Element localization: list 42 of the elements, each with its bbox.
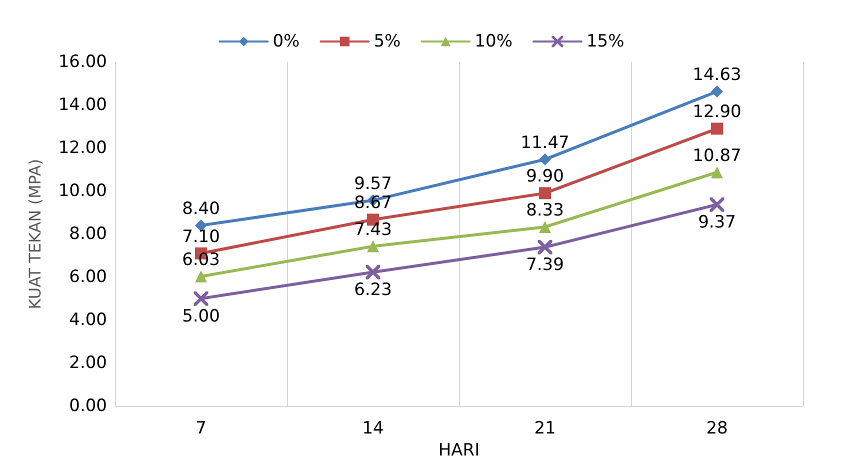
- x-tick-label: 21: [534, 418, 556, 439]
- data-label: 12.90: [692, 102, 742, 122]
- data-label: 5.00: [182, 306, 220, 326]
- data-label: 6.23: [354, 280, 392, 300]
- y-tick-label: 8.00: [69, 224, 107, 244]
- data-label: 14.63: [692, 64, 742, 85]
- y-tick-label: 6.00: [69, 267, 107, 288]
- point: [195, 270, 207, 282]
- point: [711, 166, 723, 178]
- point: [539, 187, 551, 200]
- legend-label: 0%: [272, 32, 300, 52]
- data-label: 9.57: [354, 174, 392, 194]
- data-label: 7.39: [526, 254, 564, 275]
- legend-label: 15%: [586, 32, 624, 52]
- point: [711, 85, 723, 98]
- x-tick-label: 7: [196, 418, 206, 439]
- y-tick-label: 4.00: [69, 310, 107, 330]
- x-tick-label: 14: [362, 418, 384, 439]
- data-label: 7.43: [354, 220, 392, 240]
- y-tick-label: 0.00: [69, 396, 107, 416]
- y-tick-label: 16.00: [58, 52, 107, 72]
- data-label: 6.03: [182, 250, 220, 270]
- data-label: 8.33: [526, 200, 564, 220]
- data-label: 11.47: [520, 132, 570, 153]
- y-tick-label: 14.00: [58, 95, 107, 116]
- point: [539, 220, 551, 233]
- y-tick-label: 2.00: [69, 353, 107, 374]
- data-label: 10.87: [692, 146, 742, 166]
- y-axis-title: KUAT TEKAN (MPA): [26, 158, 44, 310]
- legend-label: 10%: [474, 32, 512, 52]
- point: [367, 240, 379, 252]
- data-label: 8.40: [182, 198, 220, 219]
- point: [711, 122, 723, 135]
- data-label: 7.10: [182, 226, 220, 247]
- data-label: 9.90: [526, 166, 564, 187]
- x-axis-title: HARI: [438, 440, 480, 460]
- x-tick-label: 28: [706, 418, 728, 439]
- legend-label: 5%: [374, 32, 401, 52]
- point: [539, 153, 551, 166]
- y-tick-label: 10.00: [58, 181, 107, 202]
- y-tick-label: 12.00: [58, 138, 107, 158]
- data-label: 9.37: [698, 212, 736, 232]
